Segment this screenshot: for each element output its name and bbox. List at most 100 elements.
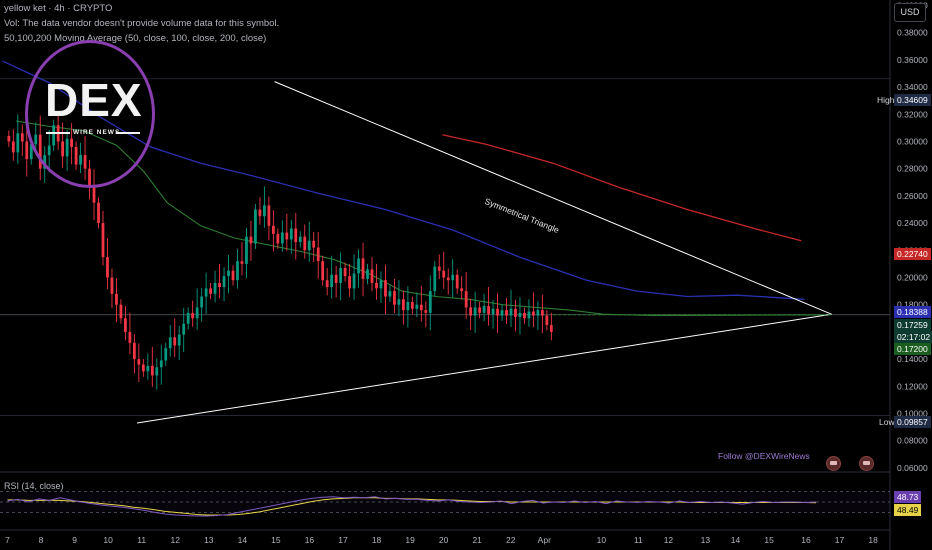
y-tick-label: 0.08000 — [897, 436, 928, 446]
lower-trendline[interactable] — [136, 313, 832, 424]
candle-body — [173, 337, 177, 346]
candle-body — [366, 269, 369, 279]
rsi-value-tag: 48.73 — [894, 491, 922, 503]
candle-body — [25, 141, 29, 160]
candle-body — [222, 276, 226, 288]
flag-icon[interactable] — [826, 456, 841, 471]
y-tick-label: 0.20000 — [897, 272, 928, 282]
logo-rule-left — [46, 132, 70, 134]
candle-body — [200, 296, 204, 308]
rsi-band — [0, 491, 890, 513]
candle-body — [384, 280, 387, 297]
candle-body — [330, 274, 334, 288]
y-tick-label: 0.28000 — [897, 164, 928, 174]
x-tick-label: 15 — [764, 535, 774, 545]
candle-body — [276, 233, 280, 244]
candle-body — [307, 240, 311, 251]
candle-body — [482, 306, 486, 313]
candle-body — [496, 308, 499, 316]
candle-body — [415, 304, 419, 309]
candle-body — [469, 307, 473, 316]
symbol-title[interactable]: yellow ket · 4h · CRYPTO — [4, 3, 113, 14]
x-tick-label: 18 — [372, 535, 382, 545]
candle-body — [375, 282, 378, 289]
candle-body — [549, 325, 553, 332]
y-tick-label: 0.10000 — [897, 409, 928, 419]
candle-body — [334, 274, 338, 283]
y-tick-label: 0.24000 — [897, 218, 928, 228]
candle-body — [254, 209, 257, 244]
y-tick-label: 0.34000 — [897, 82, 928, 92]
candle-body — [110, 277, 114, 294]
upper-trendline[interactable] — [274, 81, 832, 315]
candle-body — [204, 288, 208, 297]
rsi-legend[interactable]: RSI (14, close) — [4, 481, 64, 491]
low-price-tag: 0.09857 — [894, 416, 931, 428]
ma200-line — [442, 134, 802, 242]
candle-body — [451, 274, 455, 281]
candle-body — [124, 318, 127, 332]
candle-body — [29, 144, 33, 160]
candle-body — [213, 282, 217, 294]
flag-icon[interactable] — [859, 456, 874, 471]
candle-body — [514, 308, 517, 317]
candle-body — [505, 310, 508, 316]
currency-button[interactable]: USD — [894, 3, 926, 22]
y-tick-label: 0.38000 — [897, 28, 928, 38]
candle-body — [155, 367, 159, 376]
candle-body — [406, 301, 410, 311]
x-tick-label: 14 — [731, 535, 741, 545]
x-tick-label: 21 — [472, 535, 482, 545]
candle-body — [410, 301, 414, 309]
candle-body — [370, 269, 374, 283]
x-tick-label: 8 — [39, 535, 44, 545]
x-tick-label: 12 — [664, 535, 674, 545]
candle-body — [523, 312, 526, 319]
y-tick-label: 0.14000 — [897, 354, 928, 364]
x-tick-label: 15 — [271, 535, 281, 545]
candle-body — [159, 360, 163, 368]
candle-body — [231, 270, 235, 281]
candle-body — [106, 257, 109, 278]
candle-body — [240, 261, 244, 264]
candle-body — [289, 228, 293, 240]
candle-body — [509, 308, 513, 316]
candle-body — [263, 205, 266, 217]
candle-body — [258, 209, 262, 217]
ma-legend[interactable]: 50,100,200 Moving Average (50, close, 10… — [4, 33, 267, 44]
candle-body — [164, 348, 168, 361]
follow-text: Follow @DEXWireNews — [718, 451, 810, 461]
rsi-line — [7, 496, 817, 517]
candle-body — [128, 331, 132, 343]
candle-body — [186, 312, 190, 324]
candle-body — [500, 310, 504, 316]
x-tick-label: 16 — [305, 535, 315, 545]
candle-body — [141, 364, 145, 372]
candle-body — [177, 334, 181, 346]
candle-body — [227, 270, 230, 277]
candle-body — [343, 267, 347, 277]
candle-body — [267, 205, 271, 226]
candle-body — [352, 273, 356, 289]
candle-body — [428, 291, 432, 313]
candle-body — [132, 342, 136, 360]
x-tick-label: 11 — [634, 535, 643, 545]
countdown-tag: 02:17:02 — [894, 331, 932, 343]
candle-body — [442, 270, 446, 278]
y-tick-label: 0.36000 — [897, 55, 928, 65]
candle-body — [168, 337, 172, 349]
candle-body — [478, 307, 481, 313]
y-tick-label: 0.18000 — [897, 300, 928, 310]
candle-body — [303, 236, 307, 251]
x-tick-label: 10 — [597, 535, 607, 545]
candle-body — [182, 323, 186, 335]
ma50-tag: 0.17200 — [894, 343, 931, 355]
candle-body — [191, 312, 195, 319]
candle-body — [545, 315, 549, 326]
candle-body — [348, 276, 351, 289]
candle-body — [146, 365, 150, 372]
candle-body — [249, 236, 253, 244]
logo-rule-right — [116, 132, 140, 134]
logo-text: DEX — [45, 74, 143, 126]
candle-body — [532, 311, 535, 316]
